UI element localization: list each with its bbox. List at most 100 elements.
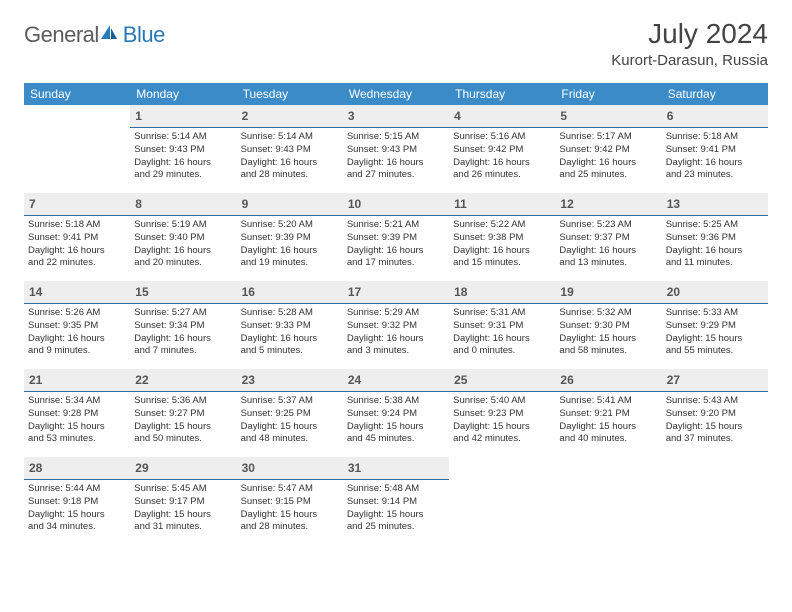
day-number: 26 [560,373,573,387]
sunrise-line: Sunrise: 5:20 AM [241,219,339,232]
daylight-line-2: and 34 minutes. [28,521,126,534]
day-number-row: 9 [237,193,343,216]
day-info: Sunrise: 5:38 AMSunset: 9:24 PMDaylight:… [343,392,449,446]
day-number-row: 26 [555,369,661,392]
calendar-day-cell: 13 Sunrise: 5:25 AMSunset: 9:36 PMDayligh… [662,193,768,281]
sunset-line: Sunset: 9:39 PM [241,232,339,245]
calendar-day-cell: 14Sunrise: 5:26 AMSunset: 9:35 PMDayligh… [24,281,130,369]
daylight-line-1: Daylight: 15 hours [666,421,764,434]
daylight-line-2: and 23 minutes. [666,169,764,182]
sunset-line: Sunset: 9:41 PM [666,144,764,157]
sunrise-line: Sunrise: 5:32 AM [559,307,657,320]
day-number: 4 [454,109,461,123]
sunset-line: Sunset: 9:42 PM [453,144,551,157]
day-info: Sunrise: 5:41 AMSunset: 9:21 PMDaylight:… [555,392,661,446]
calendar-day-cell: 18Sunrise: 5:31 AMSunset: 9:31 PMDayligh… [449,281,555,369]
weekday-header-row: Sunday Monday Tuesday Wednesday Thursday… [24,83,768,105]
sunset-line: Sunset: 9:35 PM [28,320,126,333]
day-info: Sunrise: 5:17 AMSunset: 9:42 PMDaylight:… [555,128,661,182]
daylight-line-1: Daylight: 16 hours [666,157,764,170]
sunrise-line: Sunrise: 5:27 AM [134,307,232,320]
weekday-header: Friday [555,83,661,105]
calendar-day-cell: 9Sunrise: 5:20 AMSunset: 9:39 PMDaylight… [237,193,343,281]
day-number: 12 [560,197,573,211]
day-info: Sunrise: 5:44 AMSunset: 9:18 PMDaylight:… [24,480,130,534]
day-number-row: 11 [449,193,555,216]
calendar-day-cell [555,457,661,545]
sunrise-line: Sunrise: 5:31 AM [453,307,551,320]
day-info: Sunrise: 5:25 AMSunset: 9:36 PMDaylight:… [662,216,768,270]
daylight-line-2: and 28 minutes. [241,169,339,182]
day-number-row: 13 [662,193,768,216]
sunrise-line: Sunrise: 5:37 AM [241,395,339,408]
calendar-page: General Blue July 2024 Kurort-Darasun, R… [0,0,792,545]
daylight-line-1: Daylight: 15 hours [666,333,764,346]
sunset-line: Sunset: 9:39 PM [347,232,445,245]
weekday-header: Sunday [24,83,130,105]
day-info: Sunrise: 5:23 AMSunset: 9:37 PMDaylight:… [555,216,661,270]
weekday-header: Thursday [449,83,555,105]
daylight-line-1: Daylight: 16 hours [28,333,126,346]
sunset-line: Sunset: 9:15 PM [241,496,339,509]
calendar-day-cell: 11Sunrise: 5:22 AMSunset: 9:38 PMDayligh… [449,193,555,281]
daylight-line-2: and 9 minutes. [28,345,126,358]
day-info: Sunrise: 5:18 AMSunset: 9:41 PMDaylight:… [24,216,130,270]
sunset-line: Sunset: 9:41 PM [28,232,126,245]
daylight-line-1: Daylight: 15 hours [241,421,339,434]
sunset-line: Sunset: 9:32 PM [347,320,445,333]
calendar-week-row: 14Sunrise: 5:26 AMSunset: 9:35 PMDayligh… [24,281,768,369]
day-number: 13 [667,197,680,211]
daylight-line-2: and 11 minutes. [666,257,764,270]
calendar-day-cell: 26 Sunrise: 5:41 AMSunset: 9:21 PMDayligh… [555,369,661,457]
day-number: 19 [560,285,573,299]
sunrise-line: Sunrise: 5:40 AM [453,395,551,408]
sunset-line: Sunset: 9:29 PM [666,320,764,333]
day-info: Sunrise: 5:33 AMSunset: 9:29 PMDaylight:… [662,304,768,358]
day-number-row: 31 [343,457,449,480]
sunrise-line: Sunrise: 5:18 AM [28,219,126,232]
day-info: Sunrise: 5:45 AMSunset: 9:17 PMDaylight:… [130,480,236,534]
calendar-day-cell: 5 Sunrise: 5:17 AMSunset: 9:42 PMDaylight… [555,105,661,193]
day-number-row: 1 [130,105,236,128]
sunrise-line: Sunrise: 5:14 AM [241,131,339,144]
location-label: Kurort-Darasun, Russia [611,52,768,69]
daylight-line-2: and 58 minutes. [559,345,657,358]
daylight-line-1: Daylight: 16 hours [134,333,232,346]
calendar-day-cell: 27Sunrise: 5:43 AMSunset: 9:20 PMDayligh… [662,369,768,457]
daylight-line-2: and 29 minutes. [134,169,232,182]
day-number: 22 [135,373,148,387]
calendar-day-cell: 25Sunrise: 5:40 AMSunset: 9:23 PMDayligh… [449,369,555,457]
daylight-line-2: and 53 minutes. [28,433,126,446]
daylight-line-1: Daylight: 16 hours [666,245,764,258]
daylight-line-2: and 27 minutes. [347,169,445,182]
day-number: 5 [560,109,567,123]
daylight-line-1: Daylight: 15 hours [134,421,232,434]
daylight-line-2: and 7 minutes. [134,345,232,358]
calendar-day-cell [24,105,130,193]
daylight-line-1: Daylight: 16 hours [28,245,126,258]
day-number-row: 20 [662,281,768,304]
calendar-day-cell: 17Sunrise: 5:29 AMSunset: 9:32 PMDayligh… [343,281,449,369]
page-header: General Blue July 2024 Kurort-Darasun, R… [24,18,768,69]
day-number: 14 [29,285,42,299]
daylight-line-1: Daylight: 15 hours [28,421,126,434]
sunset-line: Sunset: 9:37 PM [559,232,657,245]
calendar-week-row: 28Sunrise: 5:44 AMSunset: 9:18 PMDayligh… [24,457,768,545]
calendar-day-cell: 16Sunrise: 5:28 AMSunset: 9:33 PMDayligh… [237,281,343,369]
sunrise-line: Sunrise: 5:43 AM [666,395,764,408]
daylight-line-2: and 50 minutes. [134,433,232,446]
day-number-row: 23 [237,369,343,392]
sunset-line: Sunset: 9:40 PM [134,232,232,245]
daylight-line-1: Daylight: 15 hours [559,333,657,346]
logo-sail-icon [99,23,119,48]
sunset-line: Sunset: 9:31 PM [453,320,551,333]
sunrise-line: Sunrise: 5:48 AM [347,483,445,496]
daylight-line-2: and 45 minutes. [347,433,445,446]
sunrise-line: Sunrise: 5:47 AM [241,483,339,496]
daylight-line-1: Daylight: 16 hours [453,245,551,258]
day-number: 6 [667,109,674,123]
sunrise-line: Sunrise: 5:41 AM [559,395,657,408]
daylight-line-2: and 25 minutes. [347,521,445,534]
day-number-row: 28 [24,457,130,480]
daylight-line-2: and 13 minutes. [559,257,657,270]
